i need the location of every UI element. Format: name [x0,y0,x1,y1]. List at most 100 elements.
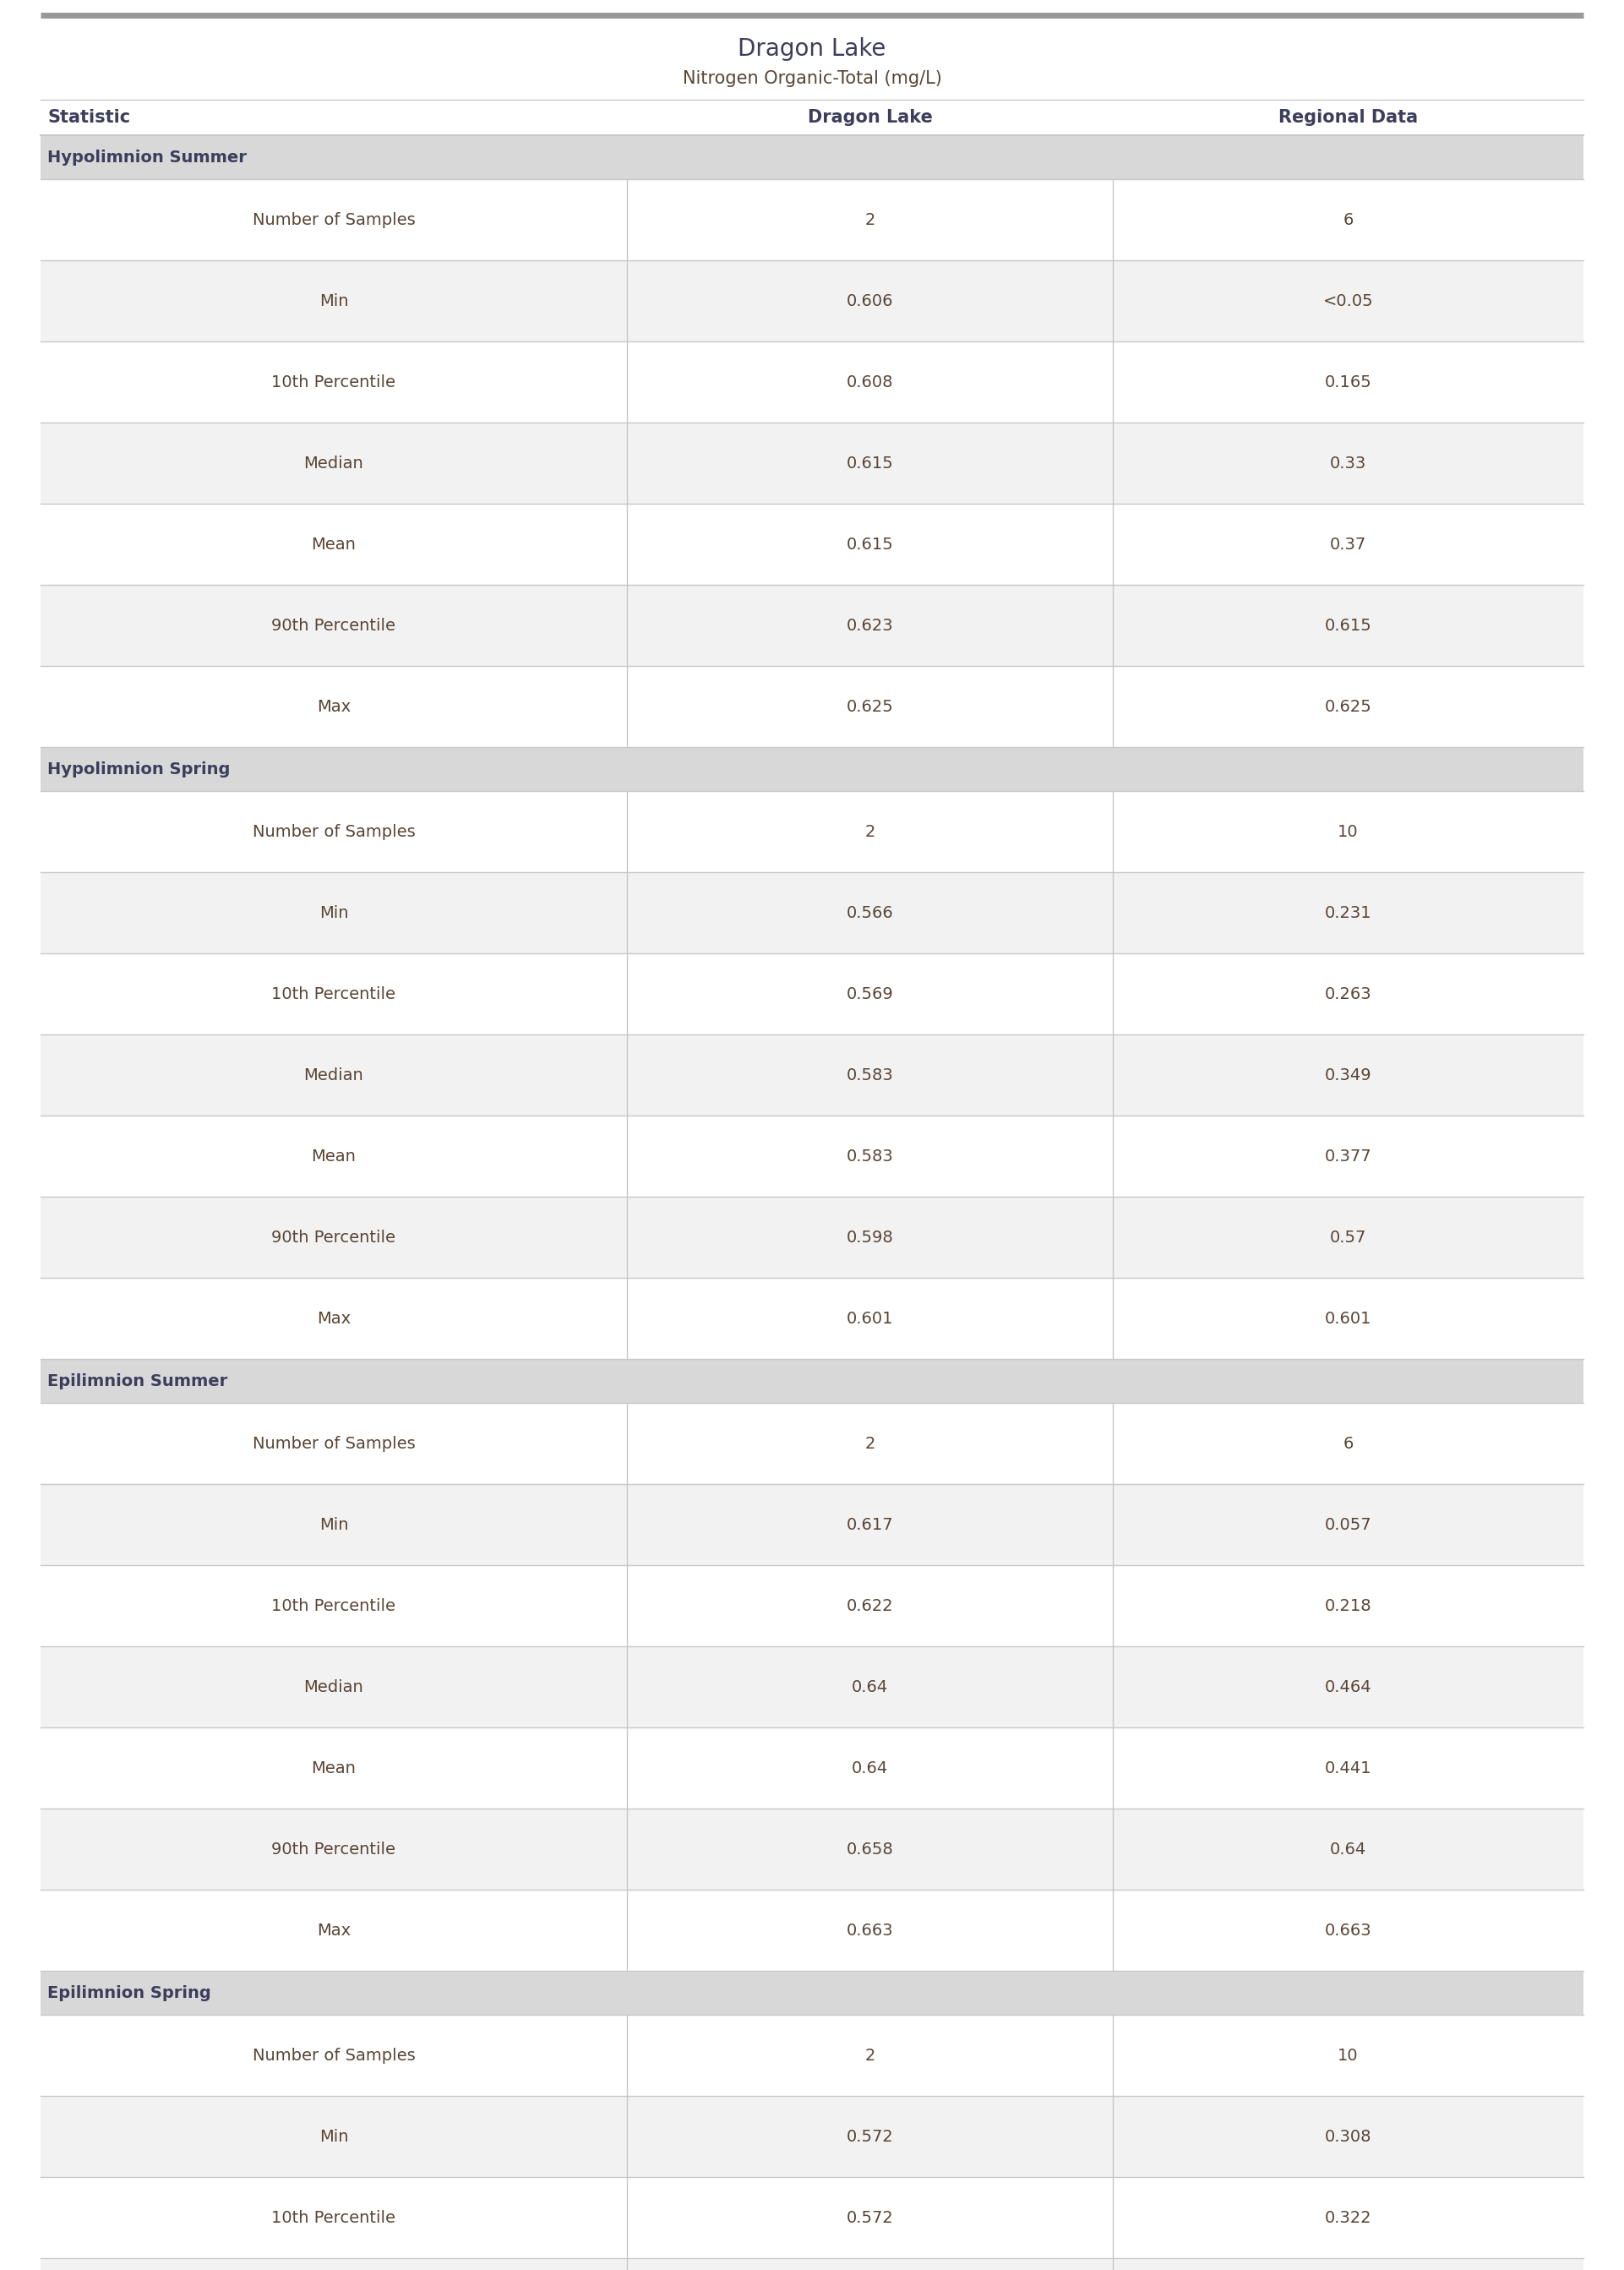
Bar [41,872,1583,953]
Text: Min: Min [320,2129,348,2145]
Bar [41,1889,1583,1970]
Bar [41,1196,1583,1278]
Bar [41,340,1583,422]
Bar [41,953,1583,1035]
Text: 10th Percentile: 10th Percentile [271,2209,396,2225]
Bar [41,1115,1583,1196]
Text: 0.57: 0.57 [1330,1230,1366,1246]
Text: 0.64: 0.64 [1330,1841,1366,1857]
Text: Epilimnion Spring: Epilimnion Spring [47,1984,211,2000]
Text: 0.377: 0.377 [1325,1149,1372,1165]
Text: Number of Samples: Number of Samples [252,2048,416,2063]
Text: 0.322: 0.322 [1325,2209,1372,2225]
Text: 2: 2 [864,1435,875,1451]
Bar [41,1646,1583,1727]
Text: Dragon Lake: Dragon Lake [807,109,932,125]
Text: 6: 6 [1343,1435,1353,1451]
Bar [41,504,1583,586]
Bar [41,1360,1583,1403]
Text: 0.606: 0.606 [846,293,893,309]
Text: 90th Percentile: 90th Percentile [271,1230,396,1246]
Text: 0.263: 0.263 [1325,985,1372,1001]
Text: Statistic: Statistic [47,109,130,125]
Text: 10: 10 [1338,824,1359,840]
Text: Max: Max [317,1923,351,1939]
Text: 90th Percentile: 90th Percentile [271,617,396,633]
Text: Median: Median [304,1067,364,1083]
Text: <0.05: <0.05 [1324,293,1374,309]
Text: Number of Samples: Number of Samples [252,824,416,840]
Text: 0.165: 0.165 [1325,375,1372,390]
Bar [41,261,1583,340]
Bar [41,790,1583,872]
Text: 0.601: 0.601 [846,1310,893,1326]
Bar [41,1970,1583,2016]
Text: Mean: Mean [312,1759,356,1775]
Text: 0.566: 0.566 [846,906,893,922]
Text: 0.64: 0.64 [851,1759,888,1775]
Text: 0.569: 0.569 [846,985,893,1001]
Bar [41,2095,1583,2177]
Bar [41,586,1583,665]
Bar [41,1566,1583,1646]
Bar [41,422,1583,504]
Text: Max: Max [317,1310,351,1326]
Bar [41,179,1583,261]
Text: 10th Percentile: 10th Percentile [271,1598,396,1614]
Text: 0.663: 0.663 [1325,1923,1372,1939]
Text: 2: 2 [864,211,875,227]
Text: Number of Samples: Number of Samples [252,211,416,227]
Text: 2: 2 [864,824,875,840]
Text: Nitrogen Organic-Total (mg/L): Nitrogen Organic-Total (mg/L) [682,70,942,86]
Text: 0.64: 0.64 [851,1680,888,1696]
Text: Max: Max [317,699,351,715]
Text: Median: Median [304,1680,364,1696]
Text: 6: 6 [1343,211,1353,227]
Text: 0.615: 0.615 [846,536,893,552]
Text: 10th Percentile: 10th Percentile [271,375,396,390]
Text: Epilimnion Summer: Epilimnion Summer [47,1373,227,1389]
Text: 0.057: 0.057 [1325,1516,1372,1532]
Text: 0.218: 0.218 [1325,1598,1372,1614]
Text: Hypolimnion Summer: Hypolimnion Summer [47,150,247,166]
Text: 0.623: 0.623 [846,617,893,633]
Text: Mean: Mean [312,536,356,552]
Text: Min: Min [320,293,348,309]
Text: 0.625: 0.625 [1325,699,1372,715]
Text: 0.583: 0.583 [846,1149,893,1165]
Text: 0.615: 0.615 [1325,617,1372,633]
Text: 0.625: 0.625 [846,699,893,715]
Text: 0.622: 0.622 [846,1598,893,1614]
Bar [41,1403,1583,1485]
Text: Dragon Lake: Dragon Lake [737,36,887,61]
Text: Hypolimnion Spring: Hypolimnion Spring [47,760,231,776]
Text: 0.231: 0.231 [1325,906,1372,922]
Text: Number of Samples: Number of Samples [252,1435,416,1451]
Bar [41,2177,1583,2259]
Text: Regional Data: Regional Data [1278,109,1418,125]
Text: 0.658: 0.658 [846,1841,893,1857]
Bar [41,1485,1583,1566]
Text: 0.572: 0.572 [846,2209,893,2225]
Text: Min: Min [320,1516,348,1532]
Bar [41,747,1583,790]
Text: 0.615: 0.615 [846,454,893,472]
Text: 10: 10 [1338,2048,1359,2063]
Bar [41,1035,1583,1115]
Text: Min: Min [320,906,348,922]
Bar [41,1727,1583,1809]
Text: 0.617: 0.617 [846,1516,893,1532]
Text: Median: Median [304,454,364,472]
Text: 0.441: 0.441 [1325,1759,1372,1775]
Text: 0.601: 0.601 [1325,1310,1372,1326]
Text: 0.608: 0.608 [846,375,893,390]
Bar [41,1809,1583,1889]
Bar [41,665,1583,747]
Text: 0.37: 0.37 [1330,536,1366,552]
Bar [41,1278,1583,1360]
Text: 0.598: 0.598 [846,1230,893,1246]
Text: 90th Percentile: 90th Percentile [271,1841,396,1857]
Text: 0.572: 0.572 [846,2129,893,2145]
Bar [41,2259,1583,2270]
Text: 0.663: 0.663 [846,1923,893,1939]
